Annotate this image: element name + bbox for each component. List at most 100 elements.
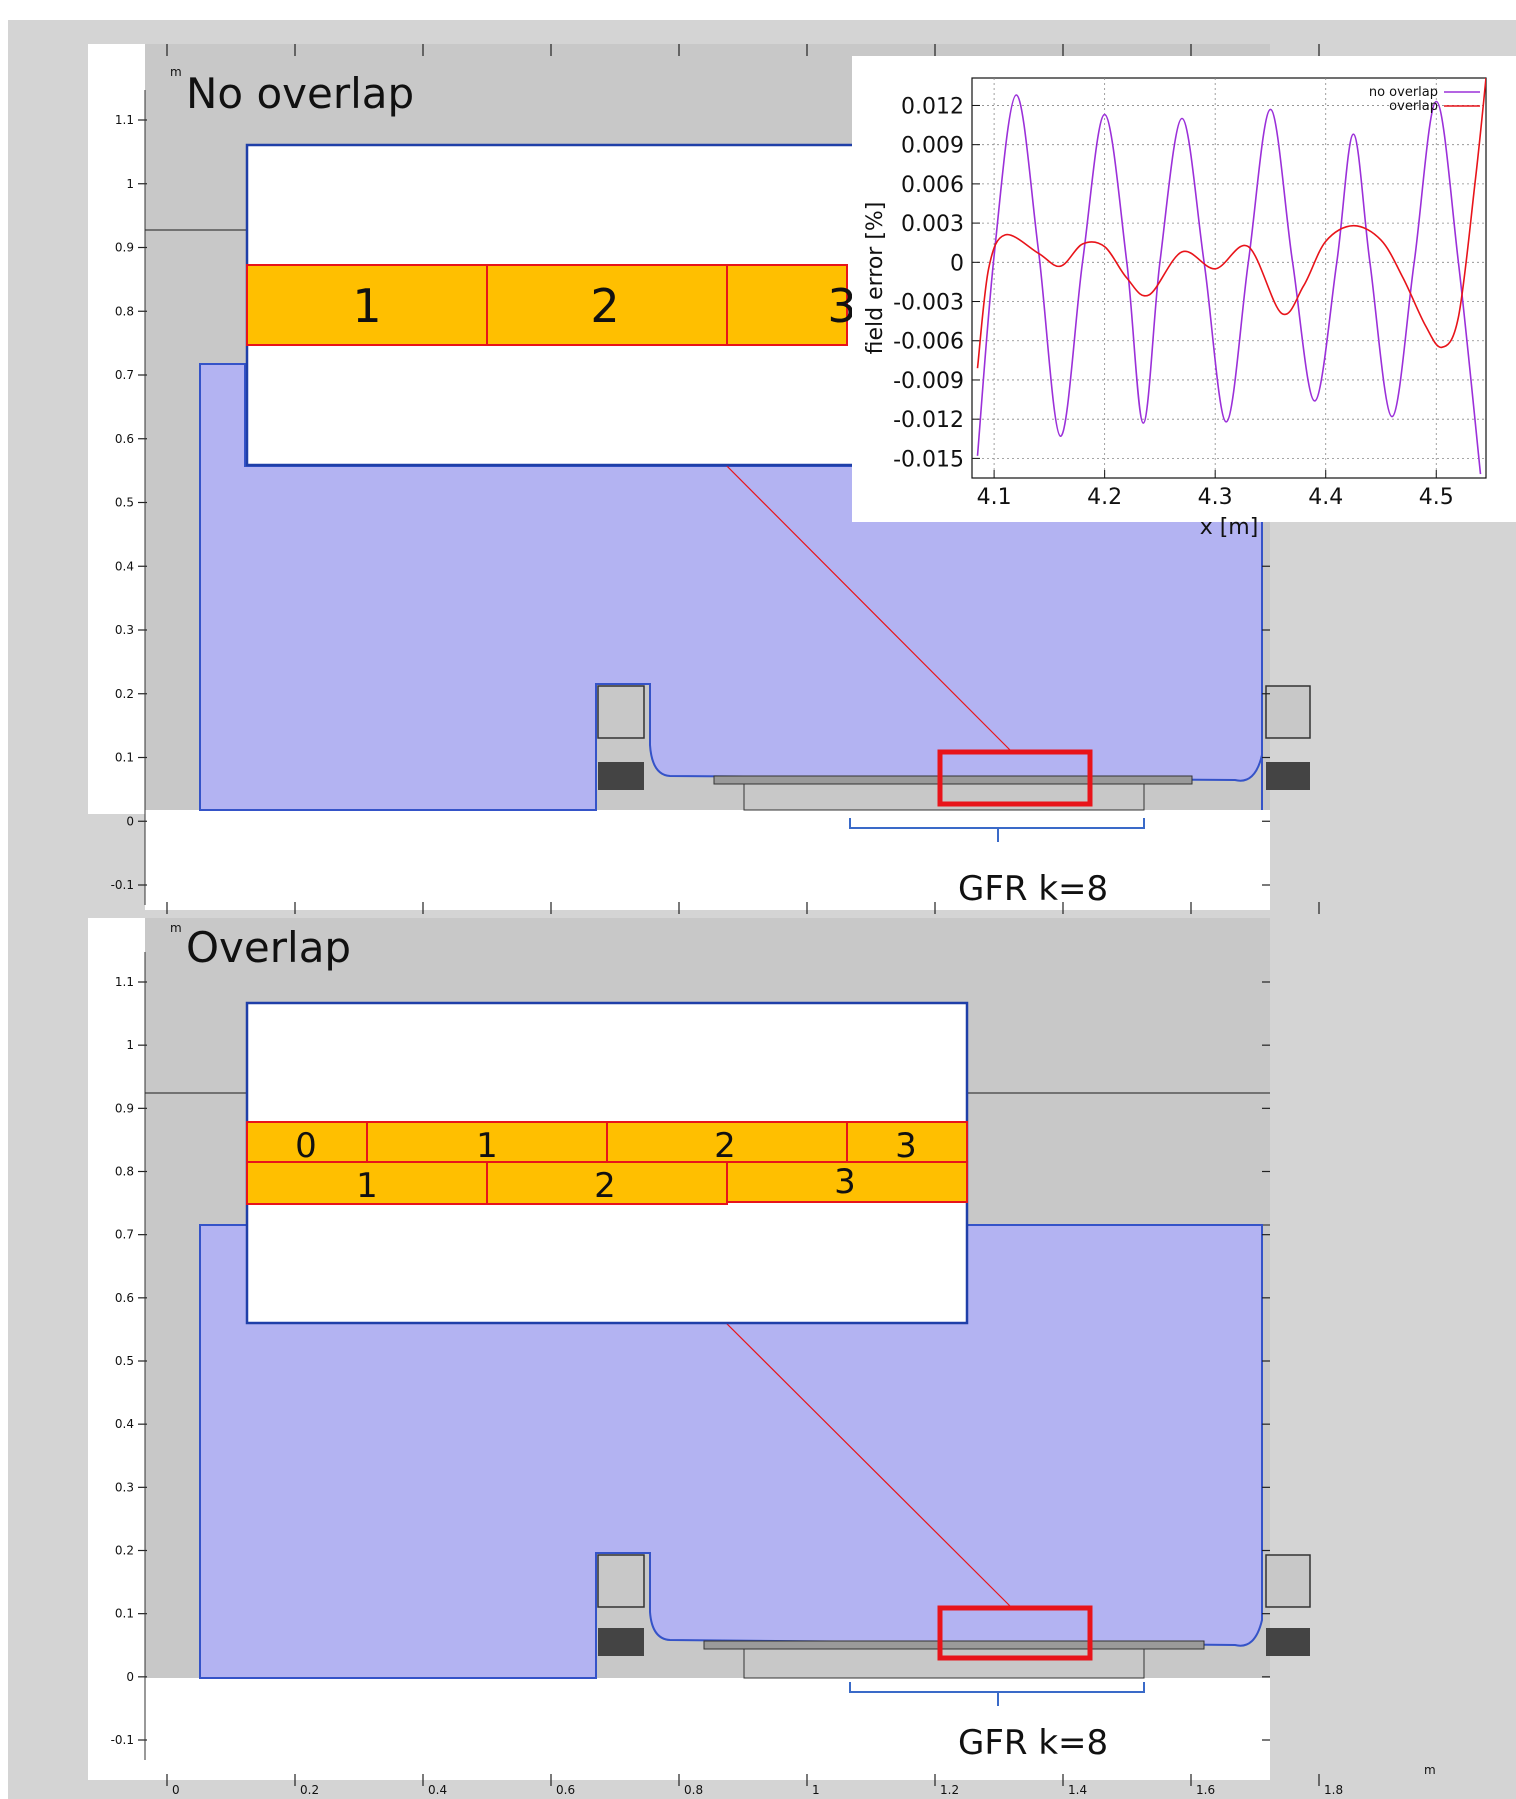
bottom-row2-segment-2	[486, 1161, 728, 1205]
bottom-row2-segment-3	[726, 1161, 968, 1203]
top-y-tick-label: 0.2	[115, 687, 134, 701]
bottom-row1-label-1: 1	[476, 1126, 498, 1166]
chart-y-tick-label: 0.006	[901, 173, 964, 198]
top-x-ticks	[166, 44, 1320, 914]
top-segment-3-label: 3	[827, 279, 856, 333]
bottom-y-tick-label: 0.2	[115, 1544, 134, 1558]
chart-x-tick-label: 4.3	[1198, 485, 1233, 510]
chart-plot-area	[971, 77, 1487, 479]
top-y-tick-label: 0.4	[115, 559, 134, 573]
chart-y-label: field error [%]	[863, 202, 888, 355]
bottom-x-tick-label: 0.4	[428, 1783, 447, 1797]
chart-legend-label: no overlap	[1369, 85, 1438, 100]
chart-x-tick-label: 4.4	[1308, 485, 1343, 510]
bottom-zoom-box	[937, 1605, 1093, 1661]
bottom-x-tick-label: 1.8	[1324, 1783, 1343, 1797]
bottom-coil-left-upper	[597, 1554, 645, 1608]
chart-legend-label: overlap	[1389, 99, 1438, 114]
chart-background	[852, 56, 1516, 522]
top-segment-1-label: 1	[352, 279, 381, 333]
top-zoom-pointer	[692, 431, 1011, 751]
bottom-x-tick-label: 1.4	[1068, 1783, 1087, 1797]
bottom-row2-segment-1	[246, 1161, 488, 1205]
bottom-y-tick-label: 0.6	[115, 1291, 134, 1305]
top-coil-right-upper	[1265, 685, 1311, 739]
top-air-band	[145, 810, 1270, 910]
top-pipe-strip	[713, 775, 1193, 785]
top-coil-left-lower	[598, 762, 644, 790]
chart-y-axis: 0.012 0.009 0.006 0.003 0 -0.003 -0.006 -0.009 -…	[893, 94, 980, 472]
chart-x-axis: 4.1 4.2 4.3 4.4 4.5	[977, 470, 1454, 510]
chart-y-tick-label: -0.015	[893, 447, 964, 472]
top-y-tick-label: 0	[126, 814, 134, 828]
chart-x-tick-label: 4.1	[977, 485, 1012, 510]
top-y-tick-label: 0.7	[115, 368, 134, 382]
top-y-tick-label: 0.3	[115, 623, 134, 637]
top-y-tick-label: 0.6	[115, 432, 134, 446]
top-y-tick-label: 1.1	[115, 113, 134, 127]
bottom-x-tick-label: 1.6	[1196, 1783, 1215, 1797]
chart-grid	[972, 78, 1486, 478]
top-segment-1	[246, 264, 488, 346]
bottom-gfr-label: GFR k=8	[958, 1723, 1108, 1763]
top-zoom-box	[937, 749, 1093, 807]
bottom-row2-label-3: 3	[834, 1162, 856, 1202]
top-segment-2-label: 2	[590, 279, 619, 333]
bottom-y-tick-label: 0.7	[115, 1228, 134, 1242]
bottom-row1-label-2: 2	[714, 1126, 736, 1166]
top-y-tick-label: -0.1	[111, 878, 134, 892]
top-segment-3	[726, 264, 848, 346]
chart-y-tick-label: -0.006	[893, 330, 964, 355]
bottom-row1-segment-3	[846, 1121, 968, 1163]
bottom-row1-label-0: 0	[295, 1126, 317, 1166]
bottom-y-tick-label: 0.8	[115, 1165, 134, 1179]
bottom-row2-label-1: 1	[356, 1166, 378, 1206]
chart-x-label: x [m]	[1200, 515, 1259, 540]
bottom-x-tick-label: 0.6	[556, 1783, 575, 1797]
bottom-y-tick-label: 1.1	[115, 975, 134, 989]
bottom-y-tick-label: 0	[126, 1670, 134, 1684]
chart-x-tick-label: 4.2	[1087, 485, 1122, 510]
top-coil-right-lower	[1266, 762, 1310, 790]
bottom-y-tick-label: 0.3	[115, 1480, 134, 1494]
bottom-x-tick-label: 0.2	[300, 1783, 319, 1797]
chart-y-tick-label: 0.009	[901, 134, 964, 159]
bottom-pipe-strip	[703, 1640, 1205, 1650]
bottom-y-tick-label: 0.1	[115, 1607, 134, 1621]
bottom-pipe-base	[743, 1648, 1145, 1679]
bottom-row2-label-2: 2	[594, 1166, 616, 1206]
bottom-row1-segment-1	[366, 1121, 608, 1163]
top-unit-label: m	[170, 65, 182, 79]
top-segment-2	[486, 264, 728, 346]
chart-y-tick-label: -0.009	[893, 369, 964, 394]
top-y-tick-label: 1	[126, 177, 134, 191]
top-y-tick-label: 0.1	[115, 751, 134, 765]
bottom-x-tick-label: 1.2	[940, 1783, 959, 1797]
bottom-iron-region	[199, 1224, 1263, 1679]
bottom-y-tick-label: 0.9	[115, 1101, 134, 1115]
bottom-x-tick-label: 0	[172, 1783, 180, 1797]
bottom-gfr-bracket	[849, 1682, 1145, 1706]
bottom-row1-segment-2	[606, 1121, 848, 1163]
chart-y-tick-label: 0.012	[901, 94, 964, 119]
top-gfr-bracket	[849, 818, 1145, 842]
chart-series	[976, 78, 1486, 475]
bottom-x-tick-label: 0.8	[684, 1783, 703, 1797]
bottom-y-tick-label: 0.4	[115, 1417, 134, 1431]
chart-series-line-overlap	[976, 78, 1486, 369]
bottom-coil-left-lower	[598, 1628, 644, 1656]
bottom-y-tick-label: 0.5	[115, 1354, 134, 1368]
top-y-tick-label: 0.5	[115, 496, 134, 510]
bottom-coil-right-upper	[1265, 1554, 1311, 1608]
bottom-y-axis: 1.1 1 0.9 0.8 0.7 0.6 0.5 0.4 0.3 0.2 0.1 0 -0.1	[111, 952, 1270, 1760]
bottom-y-tick-label: 1	[126, 1038, 134, 1052]
top-gfr-label: GFR k=8	[958, 869, 1108, 909]
bottom-x-unit-label: m	[1424, 1763, 1436, 1777]
bottom-row1-label-3: 3	[895, 1126, 917, 1166]
chart-series-line-no-overlap	[976, 94, 1482, 475]
chart-y-tick-label: -0.012	[893, 408, 964, 433]
top-y-tick-label: 0.8	[115, 304, 134, 318]
bottom-x-tick-label: 1	[812, 1783, 820, 1797]
